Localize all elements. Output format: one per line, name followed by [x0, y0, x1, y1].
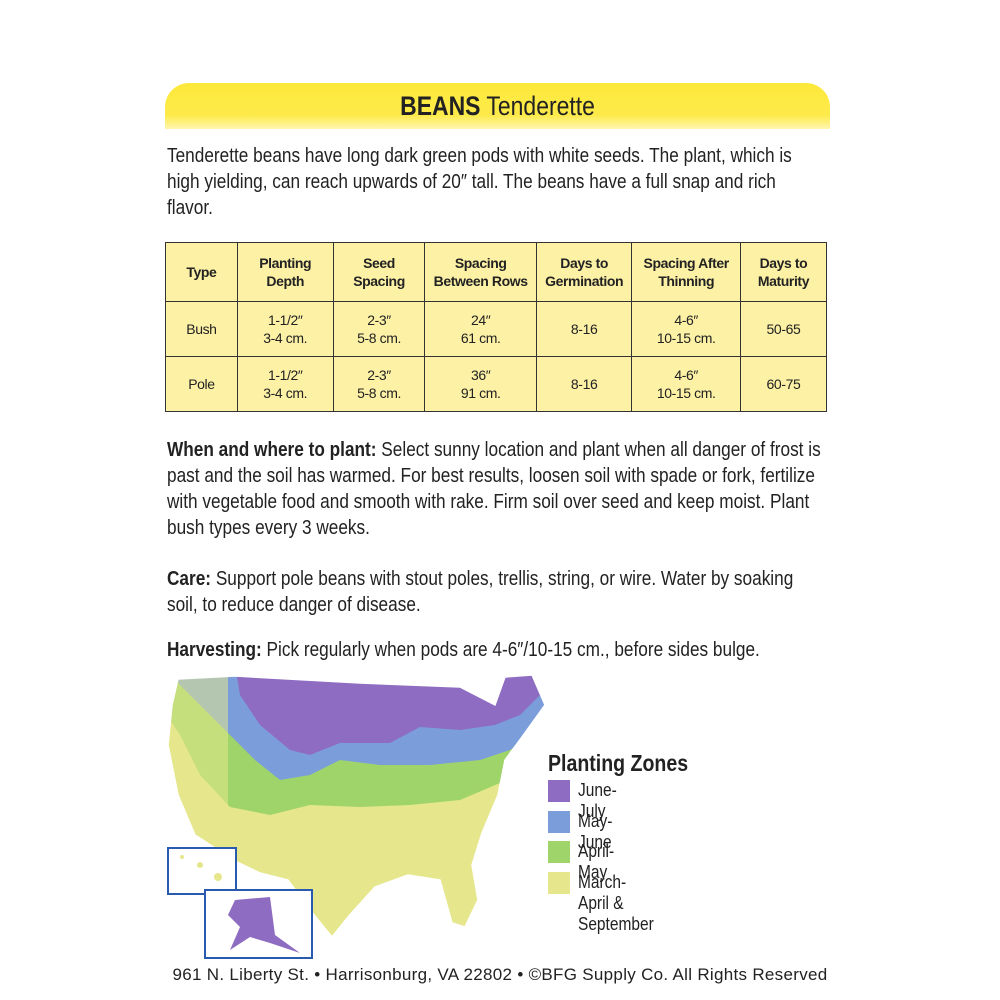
- title-variety: Tenderette: [486, 91, 595, 121]
- section: When and where to plant: Select sunny lo…: [167, 437, 826, 541]
- table-row: Pole 1-1/2″ 3-4 cm. 2-3″ 5-8 cm. 36″ 91 cm.…: [165, 356, 828, 412]
- title-main: BEANS: [400, 91, 481, 121]
- section-text: Support pole beans with stout poles, tre…: [167, 567, 794, 616]
- planting-table: Type Planting Depth Seed Spacing Spacing Be…: [165, 242, 828, 412]
- table-cell: 60-75: [739, 356, 828, 412]
- table-cell: 50-65: [739, 301, 828, 357]
- legend-title: Planting Zones: [548, 750, 689, 776]
- table-cell: 4-6″ 10-15 cm.: [631, 301, 741, 357]
- column-header: Spacing Between Rows: [424, 242, 537, 302]
- legend-swatch: [548, 780, 570, 802]
- section-text: Pick regularly when pods are 4-6″/10-15 …: [266, 638, 760, 661]
- column-header: Days to Germination: [535, 242, 633, 302]
- table-cell: 2-3″ 5-8 cm.: [332, 356, 426, 412]
- section-heading: Harvesting:: [167, 638, 262, 661]
- section: Harvesting: Pick regularly when pods are…: [167, 637, 826, 663]
- legend-swatch: [548, 841, 570, 863]
- table-cell: 1-1/2″ 3-4 cm.: [236, 356, 334, 412]
- column-header: Seed Spacing: [332, 242, 426, 302]
- legend-swatch: [548, 810, 570, 833]
- section-heading: When and where to plant:: [167, 438, 377, 461]
- intro-text: Tenderette beans have long dark green po…: [167, 144, 792, 219]
- legend-label: March-April & September: [578, 871, 654, 934]
- legend-swatch: [548, 871, 570, 894]
- table-cell: 24″ 61 cm.: [424, 301, 537, 357]
- table-cell: 2-3″ 5-8 cm.: [332, 301, 426, 357]
- table-cell: Bush: [165, 301, 238, 357]
- title: BEANS Tenderette: [215, 91, 780, 122]
- section: Care: Support pole beans with stout pole…: [167, 566, 826, 618]
- legend-label: May-June: [578, 810, 613, 852]
- table-cell: 1-1/2″ 3-4 cm.: [236, 301, 334, 357]
- legend-label: April-May: [578, 841, 615, 882]
- title-banner: BEANS Tenderette: [165, 83, 830, 129]
- table-cell: 8-16: [535, 356, 633, 412]
- section-heading: Care:: [167, 567, 212, 590]
- table-row: Bush 1-1/2″ 3-4 cm. 2-3″ 5-8 cm. 24″ 61 cm.…: [165, 301, 828, 357]
- column-header: Days to Maturity: [739, 242, 828, 302]
- zone-map: [167, 674, 546, 959]
- footer: 961 N. Liberty St. • Harrisonburg, VA 22…: [172, 965, 828, 984]
- table-cell: 4-6″ 10-15 cm.: [631, 356, 741, 412]
- table-header-row: Type Planting Depth Seed Spacing Spacing Be…: [165, 242, 828, 302]
- column-header: Planting Depth: [236, 242, 334, 302]
- table-cell: 36″ 91 cm.: [424, 356, 537, 412]
- column-header: Type: [165, 242, 238, 302]
- table-cell: Pole: [165, 356, 238, 412]
- legend-label: June-July: [578, 780, 617, 821]
- section-text: Select sunny location and plant when all…: [167, 438, 821, 539]
- table-cell: 8-16: [535, 301, 633, 357]
- column-header: Spacing After Thinning: [631, 242, 741, 302]
